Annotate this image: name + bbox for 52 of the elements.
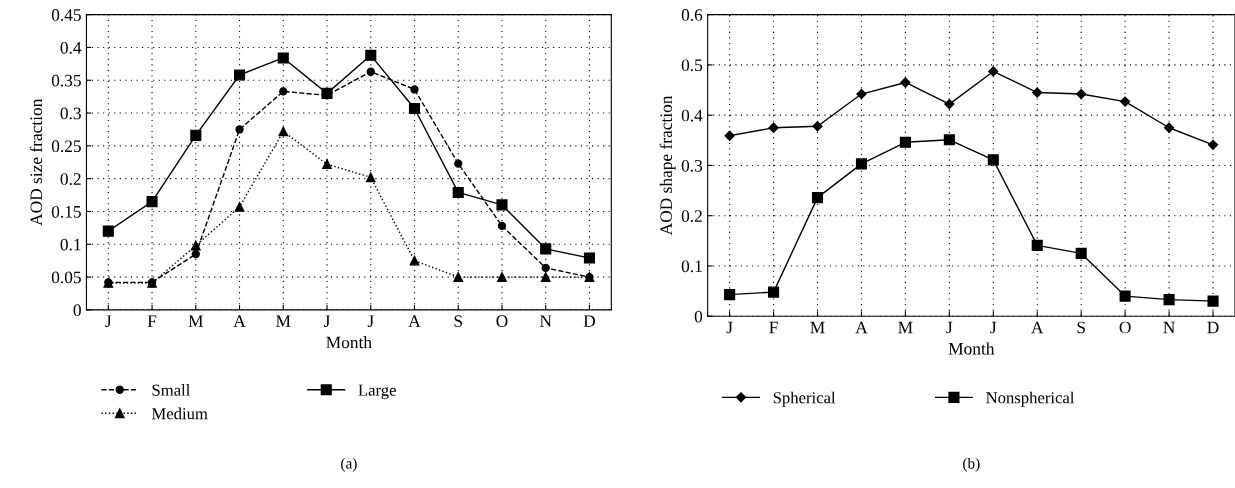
y-tick-label: 0.5 xyxy=(681,59,703,72)
x-tick-label: A xyxy=(408,315,421,327)
x-tick-label: M xyxy=(898,321,913,334)
y-tick-label: 0.2 xyxy=(681,210,702,222)
y-tick-label: 0.1 xyxy=(681,260,702,273)
x-tick-label: A xyxy=(233,315,246,327)
legend-label: Medium xyxy=(151,407,208,420)
y-tick-label: 0.05 xyxy=(51,271,81,284)
y-tick-label: 0.45 xyxy=(51,9,81,21)
x-tick-label: N xyxy=(539,315,552,327)
y-tick-label: 0 xyxy=(694,310,703,323)
y-tick-label: 0.15 xyxy=(51,205,81,218)
x-axis-title: Month xyxy=(948,342,995,355)
legend-label: Nonspherical xyxy=(986,391,1075,407)
x-tick-label: D xyxy=(1207,321,1219,334)
x-tick-label: N xyxy=(1163,321,1175,334)
text: (b) xyxy=(963,457,980,472)
x-tick-label: S xyxy=(1077,321,1085,334)
x-tick-label: S xyxy=(454,315,462,327)
y-tick-label: 0.3 xyxy=(60,107,81,120)
x-axis-title: Month xyxy=(326,336,372,349)
x-tick-label: O xyxy=(1119,321,1131,334)
x-tick-label: A xyxy=(1031,321,1044,334)
x-tick-label: M xyxy=(276,315,291,327)
y-axis-title: AOD shape fraction xyxy=(659,95,676,236)
x-tick-label: J xyxy=(726,321,733,334)
y-tick-label: 0.2 xyxy=(60,173,81,185)
x-tick-label: J xyxy=(990,321,997,334)
legend-label: Spherical xyxy=(773,391,836,407)
y-tick-label: 0.35 xyxy=(51,74,81,87)
x-tick-label: O xyxy=(496,315,508,327)
y-tick-label: 0.6 xyxy=(681,9,703,21)
y-axis-title: AOD size fraction xyxy=(29,98,43,226)
y-tick-label: 0.4 xyxy=(681,109,703,122)
text: (a) xyxy=(341,457,357,472)
legend-label: Large xyxy=(358,384,396,400)
y-tick-label: 0.4 xyxy=(60,41,82,54)
x-tick-label: M xyxy=(188,315,204,327)
x-tick-label: J xyxy=(105,315,112,327)
y-tick-label: 0.25 xyxy=(51,140,81,153)
x-tick-label: J xyxy=(324,315,331,327)
x-tick-label: F xyxy=(147,315,157,327)
legend-label: Small xyxy=(152,384,191,396)
x-tick-label: J xyxy=(946,321,953,334)
x-tick-label: A xyxy=(855,321,868,334)
y-tick-label: 0 xyxy=(73,304,81,317)
x-tick-label: M xyxy=(810,321,825,334)
y-tick-label: 0.1 xyxy=(60,238,81,251)
x-tick-label: F xyxy=(769,321,778,334)
y-tick-label: 0.3 xyxy=(681,159,703,172)
x-tick-label: J xyxy=(367,315,374,327)
x-tick-label: D xyxy=(583,315,596,327)
